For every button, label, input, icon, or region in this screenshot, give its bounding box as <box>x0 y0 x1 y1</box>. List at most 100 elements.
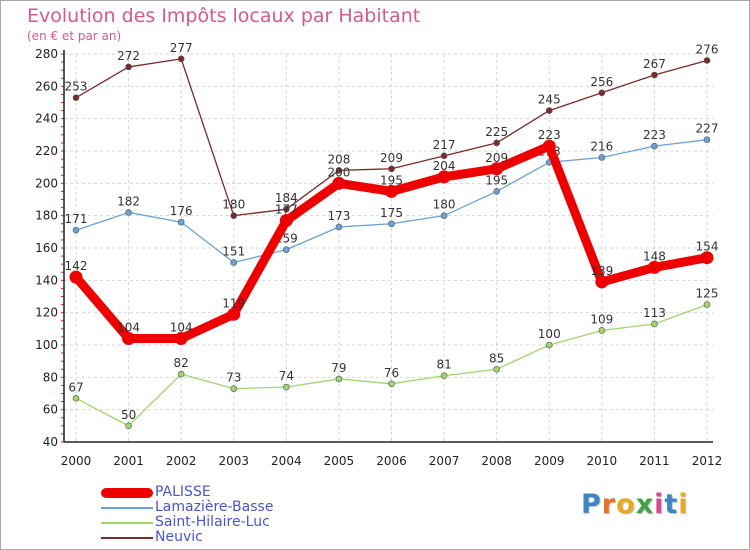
x-tick-label-2005: 2005 <box>324 454 355 468</box>
data-label-saint-hilaire-luc-2003: 73 <box>226 371 241 385</box>
data-label-saint-hilaire-luc-2001: 50 <box>121 408 136 422</box>
data-label-palisse-2001: 104 <box>117 321 140 335</box>
logo-letter: i <box>654 489 665 520</box>
data-label-palisse-2012: 154 <box>696 240 719 254</box>
y-tick-label-40: 40 <box>43 435 58 449</box>
legend-swatch-lamazi-re-basse <box>101 507 153 509</box>
data-label-saint-hilaire-luc-2010: 109 <box>590 312 613 326</box>
point-lamazi-re-basse-2008 <box>493 188 500 195</box>
point-lamazi-re-basse-2001 <box>125 209 132 216</box>
point-palisse-2011 <box>647 260 661 274</box>
point-palisse-2010 <box>595 275 609 289</box>
point-saint-hilaire-luc-2006 <box>388 380 395 388</box>
point-palisse-2003 <box>227 307 241 321</box>
y-tick-label-220: 220 <box>35 144 58 158</box>
point-neuvic-2006 <box>388 165 395 173</box>
point-lamazi-re-basse-2011 <box>651 142 658 150</box>
logo-letter: t <box>664 489 679 520</box>
data-label-neuvic-2011: 267 <box>643 57 666 71</box>
point-neuvic-2011 <box>651 71 658 79</box>
y-tick-label-200: 200 <box>35 176 58 190</box>
x-tick-label-2012: 2012 <box>692 454 723 468</box>
y-tick-label-160: 160 <box>35 241 58 255</box>
point-neuvic-2009 <box>545 107 553 114</box>
logo-letter: r <box>601 489 617 520</box>
x-tick-label-2008: 2008 <box>481 454 512 468</box>
data-label-saint-hilaire-luc-2009: 100 <box>538 327 561 341</box>
data-label-palisse-2003: 119 <box>222 296 245 310</box>
point-lamazi-re-basse-2006 <box>388 220 395 228</box>
data-label-lamazi-re-basse-2008: 195 <box>485 173 508 187</box>
data-label-neuvic-2010: 256 <box>590 75 613 89</box>
point-palisse-2009 <box>542 139 556 153</box>
point-palisse-2005 <box>332 176 346 190</box>
data-label-neuvic-2004: 184 <box>275 191 298 205</box>
y-tick-label-180: 180 <box>35 209 58 223</box>
point-lamazi-re-basse-2004 <box>283 246 290 253</box>
point-saint-hilaire-luc-2008 <box>493 365 500 373</box>
point-lamazi-re-basse-2005 <box>335 223 343 231</box>
point-saint-hilaire-luc-2002 <box>177 370 185 378</box>
data-label-palisse-2000: 142 <box>65 259 88 273</box>
data-label-palisse-2007: 204 <box>433 159 456 173</box>
legend-swatch-palisse <box>101 488 153 498</box>
point-palisse-2004 <box>279 214 293 228</box>
data-label-palisse-2010: 139 <box>590 264 613 278</box>
point-lamazi-re-basse-2007 <box>440 212 448 219</box>
data-label-lamazi-re-basse-2002: 176 <box>170 204 193 218</box>
data-label-palisse-2006: 195 <box>380 173 403 187</box>
legend-label-palisse: PALISSE <box>155 484 211 500</box>
data-label-palisse-2008: 209 <box>485 151 508 165</box>
point-saint-hilaire-luc-2010 <box>598 327 606 334</box>
y-tick-label-240: 240 <box>35 112 58 126</box>
point-palisse-2001 <box>122 332 136 346</box>
data-label-neuvic-2009: 245 <box>538 93 561 107</box>
y-tick-label-80: 80 <box>43 370 58 384</box>
point-palisse-2006 <box>385 184 398 198</box>
point-neuvic-2000 <box>72 94 80 101</box>
data-label-palisse-2004: 177 <box>275 203 298 217</box>
data-label-saint-hilaire-luc-2008: 85 <box>489 351 504 365</box>
data-label-saint-hilaire-luc-2007: 81 <box>436 358 451 372</box>
data-label-saint-hilaire-luc-2011: 113 <box>643 306 666 320</box>
data-label-lamazi-re-basse-2011: 223 <box>643 128 666 142</box>
y-tick-label-280: 280 <box>35 47 58 61</box>
data-label-lamazi-re-basse-2006: 175 <box>380 206 403 220</box>
data-label-neuvic-2003: 180 <box>222 198 245 212</box>
x-tick-label-2000: 2000 <box>61 454 92 468</box>
chart-title: Evolution des Impôts locaux par Habitant <box>27 5 421 27</box>
logo-letter: P <box>581 489 602 520</box>
data-label-saint-hilaire-luc-2000: 67 <box>68 380 83 394</box>
logo-letter: o <box>616 489 636 520</box>
legend-label-saint-hilaire-luc: Saint-Hilaire-Luc <box>155 514 270 530</box>
point-saint-hilaire-luc-2011 <box>651 320 658 328</box>
point-saint-hilaire-luc-2007 <box>440 372 448 380</box>
x-tick-label-2010: 2010 <box>587 454 618 468</box>
legend-label-lamazi-re-basse: Lamazière-Basse <box>155 499 274 515</box>
data-label-neuvic-2012: 276 <box>696 42 719 56</box>
data-label-lamazi-re-basse-2007: 180 <box>433 198 456 212</box>
point-palisse-2012 <box>700 251 714 265</box>
chart-subtitle: (en € et par an) <box>27 29 122 43</box>
x-tick-label-2004: 2004 <box>271 454 302 468</box>
y-tick-label-60: 60 <box>43 403 58 417</box>
point-saint-hilaire-luc-2003 <box>230 385 238 392</box>
legend-swatch-neuvic <box>101 537 153 539</box>
point-palisse-2007 <box>437 170 451 184</box>
data-label-lamazi-re-basse-2000: 171 <box>65 212 88 226</box>
data-label-neuvic-2001: 272 <box>117 49 140 63</box>
point-neuvic-2001 <box>125 63 132 71</box>
point-saint-hilaire-luc-2000 <box>72 395 80 402</box>
data-label-lamazi-re-basse-2003: 151 <box>222 245 245 259</box>
y-tick-label-120: 120 <box>35 306 58 320</box>
data-label-palisse-2009: 223 <box>538 128 561 142</box>
point-neuvic-2008 <box>493 139 500 147</box>
data-label-lamazi-re-basse-2010: 216 <box>590 139 613 153</box>
data-label-saint-hilaire-luc-2005: 79 <box>331 361 346 375</box>
x-tick-label-2006: 2006 <box>376 454 407 468</box>
y-tick-label-260: 260 <box>35 79 58 93</box>
point-saint-hilaire-luc-2009 <box>545 341 553 349</box>
point-lamazi-re-basse-2002 <box>177 218 185 226</box>
